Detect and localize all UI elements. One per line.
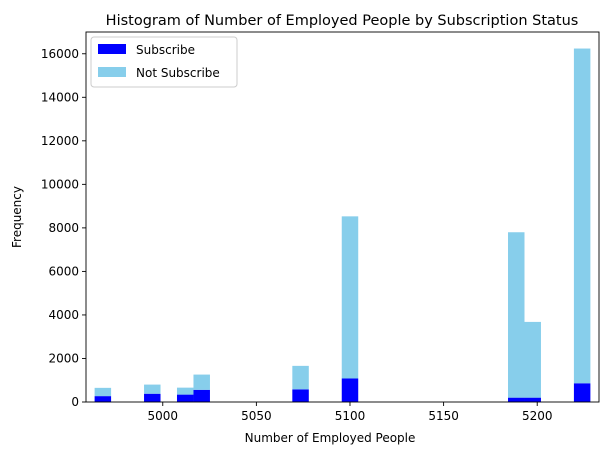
x-tick-label: 5000 xyxy=(147,409,178,423)
y-axis-label: Frequency xyxy=(10,186,24,248)
chart-title: Histogram of Number of Employed People b… xyxy=(106,13,579,29)
x-tick-label: 5150 xyxy=(428,409,459,423)
y-tick-label: 16000 xyxy=(41,47,79,61)
bar-not-subscribe xyxy=(508,232,525,398)
bar-not-subscribe xyxy=(176,387,194,395)
bar-not-subscribe xyxy=(94,387,112,397)
bar-subscribe xyxy=(176,394,194,402)
legend-swatch-not-subscribe xyxy=(98,67,126,77)
bar-not-subscribe xyxy=(573,48,591,384)
y-tick-label: 4000 xyxy=(48,308,79,322)
bar-not-subscribe xyxy=(292,365,309,390)
bar-subscribe xyxy=(193,389,210,402)
x-axis-label: Number of Employed People xyxy=(245,431,416,445)
y-tick-label: 6000 xyxy=(48,264,79,278)
bar-subscribe xyxy=(341,378,359,402)
x-tick-label: 5200 xyxy=(522,409,553,423)
legend-label-subscribe: Subscribe xyxy=(136,43,195,57)
bar-not-subscribe xyxy=(193,374,210,390)
y-tick-label: 0 xyxy=(71,395,79,409)
x-tick-label: 5050 xyxy=(241,409,272,423)
legend-swatch-subscribe xyxy=(98,44,126,54)
bar-subscribe xyxy=(292,389,309,402)
y-tick-label: 12000 xyxy=(41,134,79,148)
bar-not-subscribe xyxy=(524,321,541,398)
bar-subscribe xyxy=(144,393,161,402)
x-tick-label: 5100 xyxy=(335,409,366,423)
legend-box xyxy=(90,36,238,88)
legend: Subscribe Not Subscribe xyxy=(90,36,238,88)
bar-subscribe xyxy=(524,397,541,402)
bar-not-subscribe xyxy=(341,216,359,379)
bars-group xyxy=(94,48,591,402)
y-tick-label: 8000 xyxy=(48,221,79,235)
y-tick-label: 14000 xyxy=(41,90,79,104)
bar-subscribe xyxy=(573,383,591,402)
y-tick-label: 2000 xyxy=(48,351,79,365)
bar-subscribe xyxy=(508,397,525,402)
legend-label-not-subscribe: Not Subscribe xyxy=(136,66,220,80)
y-axis-ticks: 0 2000 4000 6000 8000 10000 12000 14000 16000 xyxy=(41,47,86,409)
plot-frame xyxy=(85,31,600,403)
bar-not-subscribe xyxy=(144,384,161,394)
x-axis-ticks: 5000 5050 5100 5150 5200 xyxy=(147,402,552,423)
bar-subscribe xyxy=(94,396,112,402)
y-tick-label: 10000 xyxy=(41,177,79,191)
